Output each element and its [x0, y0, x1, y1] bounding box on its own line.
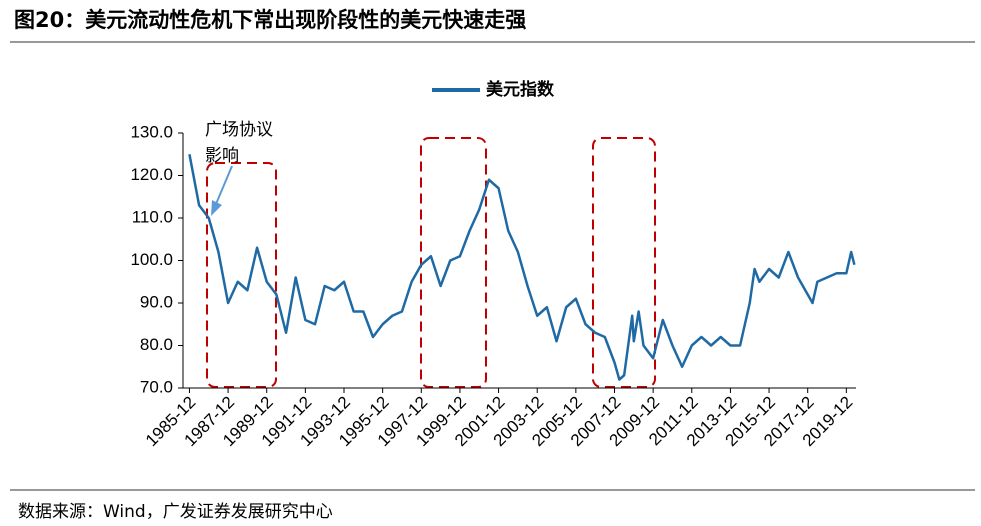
highlight-box — [206, 162, 277, 388]
highlight-box — [420, 137, 487, 388]
y-tick-label: 80.0 — [140, 335, 173, 354]
y-tick-label: 130.0 — [130, 122, 173, 141]
y-tick-label: 90.0 — [140, 292, 173, 311]
highlight-box — [592, 137, 656, 388]
legend-label: 美元指数 — [486, 79, 555, 100]
source: 数据来源：Wind，广发证券发展研究中心 — [18, 502, 333, 522]
chart-title: 图20：美元流动性危机下常出现阶段性的美元快速走强 — [14, 8, 526, 32]
highlight-boxes — [206, 137, 656, 388]
line-series — [188, 154, 856, 381]
y-tick-label: 70.0 — [140, 377, 173, 396]
annotation: 影响 — [205, 146, 239, 166]
y-tick-label: 110.0 — [132, 207, 173, 226]
annotation-arrow — [215, 165, 233, 205]
annotation: 广场协议 — [205, 120, 273, 140]
y-tick-label: 100.0 — [130, 250, 173, 269]
y-tick-label: 120.0 — [130, 165, 173, 184]
annotation-arrowhead — [211, 200, 222, 216]
